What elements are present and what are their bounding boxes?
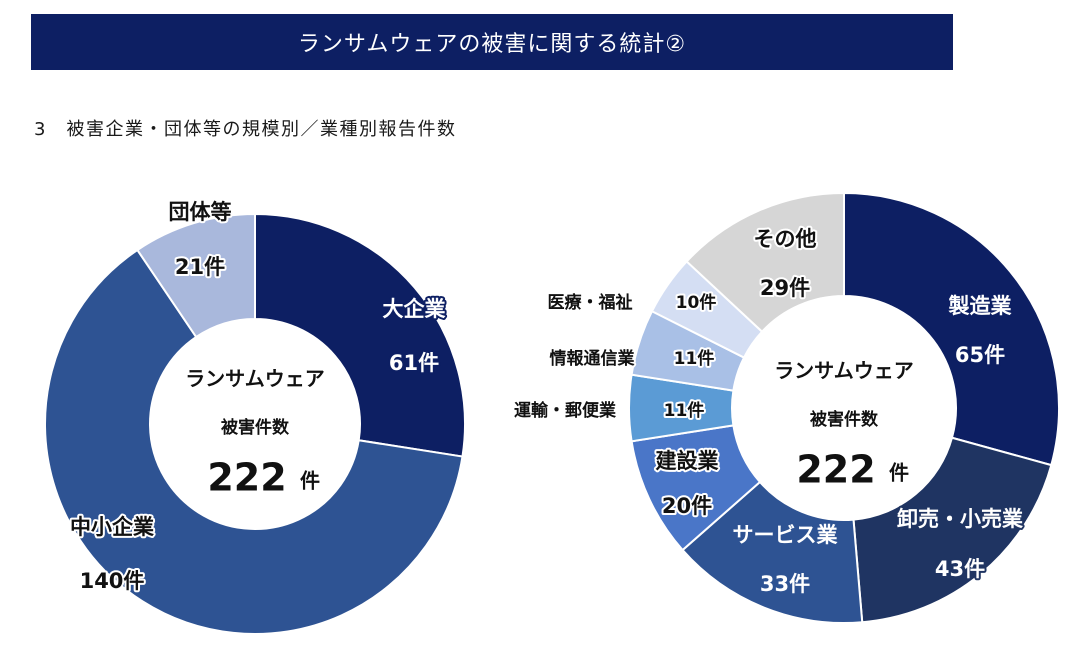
center-unit: 件 — [889, 461, 909, 485]
center-title: ランサムウェア — [774, 359, 914, 383]
slice-value-label: 10件 — [676, 292, 717, 313]
slice-label: 大企業 — [383, 297, 447, 321]
center-subtitle: 被害件数 — [221, 417, 290, 438]
slice-value-label: 21件 — [175, 255, 225, 279]
slice-value-label: 29件 — [760, 276, 810, 300]
donut-slice-industry-1 — [852, 436, 1053, 624]
slice-label: 建設業 — [656, 449, 720, 473]
slice-label: 中小企業 — [70, 515, 155, 539]
slice-value-label: 33件 — [760, 572, 810, 596]
center-total: 222 — [207, 456, 286, 500]
slice-label: 情報通信業 — [550, 348, 635, 369]
slice-label: 卸売・小売業 — [897, 507, 1024, 531]
donut-slice-industry-0 — [843, 191, 1060, 467]
donut-slice-industry-2 — [681, 480, 864, 624]
slice-label: 製造業 — [948, 294, 1013, 318]
slice-label: 運輸・郵便業 — [514, 400, 616, 421]
donut-slice-size-1 — [44, 248, 464, 635]
slice-value-label: 65件 — [955, 343, 1005, 367]
slice-label: 医療・福祉 — [548, 292, 633, 313]
center-total: 222 — [796, 448, 875, 492]
donut-slice-industry-7 — [685, 191, 845, 334]
center-subtitle: 被害件数 — [810, 409, 879, 430]
donut-slice-size-0 — [254, 212, 466, 458]
slice-value-label: 11件 — [674, 348, 715, 369]
center-title: ランサムウェア — [185, 367, 325, 391]
center-unit: 件 — [300, 469, 320, 493]
slice-value-label: 61件 — [389, 351, 439, 375]
section-heading: 3 被害企業・団体等の規模別／業種別報告件数 — [34, 119, 457, 140]
slice-value-label: 140件 — [80, 569, 145, 593]
slice-label: その他 — [754, 227, 817, 251]
slice-label: 団体等 — [169, 200, 232, 224]
page-title-banner: ランサムウェアの被害に関する統計② — [31, 14, 953, 70]
slice-value-label: 11件 — [664, 400, 705, 421]
slice-value-label: 43件 — [935, 557, 985, 581]
slice-value-label: 20件 — [662, 494, 712, 518]
page-title: ランサムウェアの被害に関する統計② — [297, 32, 687, 57]
donut-slice-size-2 — [136, 212, 256, 339]
slice-label: サービス業 — [733, 523, 839, 547]
